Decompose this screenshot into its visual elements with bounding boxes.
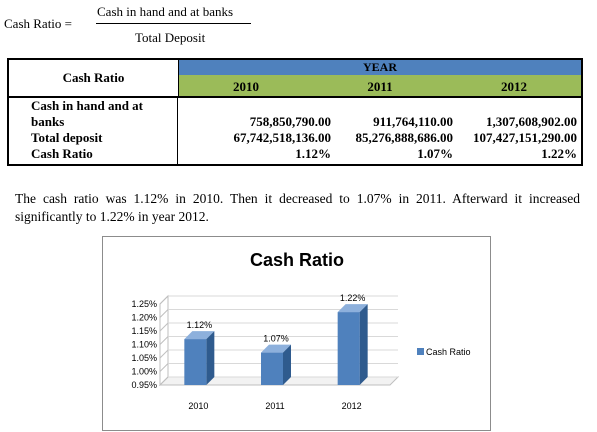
y-tick-label: 0.95% — [131, 380, 157, 390]
fraction-bar — [96, 23, 251, 24]
table-cell: 85,276,888,686.00 — [355, 130, 454, 145]
table-cell: 1.12% — [295, 146, 331, 161]
analysis-paragraph: The cash ratio was 1.12% in 2010. Then i… — [15, 191, 580, 224]
y-tick-label: 1.25% — [131, 299, 157, 309]
y-tick-label: 1.15% — [131, 326, 157, 336]
year-2011: 2011 — [367, 79, 393, 94]
year-2012: 2012 — [501, 79, 527, 94]
table-cell: 758,850,790.00 — [249, 114, 331, 129]
data-label: 1.07% — [263, 334, 289, 344]
cash-ratio-formula: Cash Ratio = Cash in hand and at banks T… — [0, 0, 597, 56]
year-header: YEAR — [179, 60, 581, 75]
bar-top — [184, 331, 215, 340]
table-body: Cash in hand and at banks 758,850,790.00… — [9, 98, 581, 164]
row-label: banks — [31, 114, 65, 129]
cash-ratio-table: Cash Ratio YEAR 2010 2011 2012 Cash in h… — [7, 58, 583, 166]
bar — [261, 352, 283, 385]
chart-title: Cash Ratio — [250, 250, 344, 270]
x-tick-label: 2011 — [265, 401, 284, 411]
formula-denominator: Total Deposit — [135, 30, 206, 45]
gridline-side — [159, 336, 169, 345]
table-cell: 107,427,151,290.00 — [473, 130, 577, 145]
bar-side — [359, 304, 368, 385]
formula-numerator: Cash in hand and at banks — [97, 4, 234, 19]
legend-label: Cash Ratio — [426, 347, 471, 357]
year-row: 2010 2011 2012 — [179, 75, 581, 96]
bar-side — [206, 331, 215, 385]
bar — [337, 312, 360, 385]
gridline-side — [159, 322, 169, 332]
row-label: Total deposit — [31, 130, 103, 145]
table-cell: 67,742,518,136.00 — [233, 130, 332, 145]
table-cell: 1,307,608,902.00 — [486, 114, 577, 129]
table-row: banks 758,850,790.00 911,764,110.00 1,30… — [9, 114, 581, 130]
table-cell: 1.22% — [541, 146, 577, 161]
table-cell: 911,764,110.00 — [373, 114, 453, 129]
gridline-side — [159, 363, 169, 372]
bar-top — [337, 304, 368, 313]
y-tick-label: 1.10% — [131, 340, 157, 350]
bar — [184, 339, 207, 385]
row-label: Cash Ratio — [31, 146, 93, 161]
header-label: Cash Ratio — [9, 60, 179, 96]
bar-top — [261, 344, 291, 353]
x-tick-label: 2012 — [342, 401, 362, 411]
y-tick-label: 1.20% — [131, 313, 157, 323]
y-tick-label: 1.05% — [131, 353, 157, 363]
year-2010: 2010 — [233, 79, 259, 94]
bar-side — [283, 344, 291, 385]
cash-ratio-chart: Cash Ratio 1.25% 1.20% 1.15% 1.10% 1.05% 1.00%… — [102, 236, 491, 431]
gridline-side — [159, 295, 169, 305]
gridline-side — [159, 309, 169, 318]
gridline-side — [159, 349, 169, 359]
legend-swatch — [417, 348, 424, 355]
row-label: Cash in hand and at — [31, 98, 143, 113]
formula-lhs: Cash Ratio = — [4, 16, 72, 31]
chart-canvas: Cash Ratio 1.25% 1.20% 1.15% 1.10% 1.05% 1.00%… — [131, 250, 471, 411]
table-cell: 1.07% — [417, 146, 453, 161]
table-header: Cash Ratio YEAR 2010 2011 2012 — [9, 60, 581, 98]
gridline-side — [159, 376, 169, 386]
table-row: Total deposit 67,742,518,136.00 85,276,8… — [9, 130, 581, 146]
table-row: Cash Ratio 1.12% 1.07% 1.22% — [9, 146, 581, 162]
table-row: Cash in hand and at — [9, 98, 581, 114]
data-label: 1.22% — [340, 293, 366, 303]
y-tick-label: 1.00% — [131, 367, 157, 377]
x-tick-label: 2010 — [188, 401, 208, 411]
data-label: 1.12% — [187, 320, 213, 330]
